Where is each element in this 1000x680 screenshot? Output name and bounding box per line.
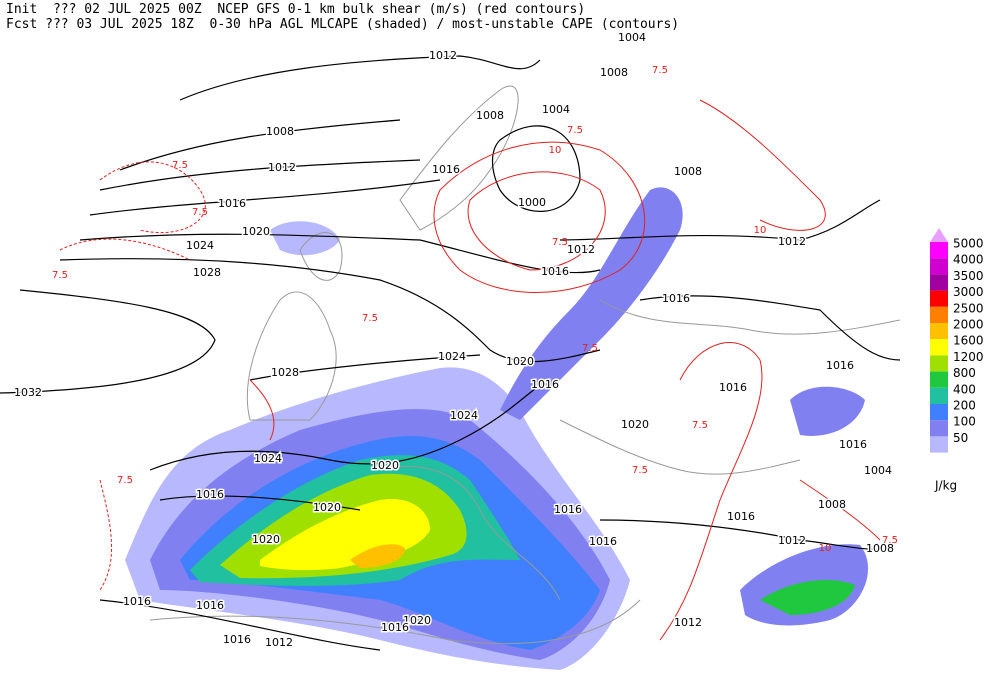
shear-label: 7.5 — [632, 465, 648, 476]
shear-label: 7.5 — [582, 343, 598, 354]
isobar-label: 1032 — [14, 386, 42, 399]
legend-swatch — [930, 323, 948, 340]
isobar-label: 1016 — [839, 438, 867, 451]
legend-label: 4000 — [953, 253, 984, 267]
isobar-label: 1016 — [223, 633, 251, 646]
isobar-label: 1016 — [826, 359, 854, 372]
isobar-label: 1024 — [450, 409, 478, 422]
isobar-label: 1028 — [193, 266, 221, 279]
legend-label: 100 — [953, 415, 976, 429]
isobar-label: 1000 — [518, 196, 546, 209]
isobar-label: 1020 — [506, 355, 534, 368]
legend-unit: J/kg — [934, 479, 957, 493]
isobar-label: 1020 — [621, 418, 649, 431]
coastlines — [149, 85, 901, 645]
legend-label: 800 — [953, 366, 976, 380]
shear-label: 10 — [819, 543, 832, 554]
legend-swatch — [930, 339, 948, 356]
cape-shading — [125, 187, 869, 670]
isobar-label: 1012 — [778, 235, 806, 248]
legend-swatch — [930, 420, 948, 437]
legend-label: 3500 — [953, 269, 984, 283]
shear-label: 7.5 — [362, 313, 378, 324]
isobar-label: 1020 — [242, 225, 270, 238]
legend-label: 2000 — [953, 318, 984, 332]
isobar-label: 1008 — [866, 542, 894, 555]
isobar-label: 1012 — [268, 161, 296, 174]
isobar-label: 1016 — [541, 265, 569, 278]
legend-label: 400 — [953, 382, 976, 396]
shear-label: 7.5 — [882, 535, 898, 546]
isobar-label: 1016 — [381, 621, 409, 634]
isobar-label: 1008 — [674, 165, 702, 178]
isobar-label: 1020 — [252, 533, 280, 546]
shear-label: 7.5 — [692, 420, 708, 431]
isobar-label: 1028 — [271, 366, 299, 379]
isobar-label: 1020 — [313, 501, 341, 514]
legend-swatch — [930, 355, 948, 372]
legend-label: 2500 — [953, 301, 984, 315]
legend-swatch — [930, 404, 948, 421]
isobar-label: 1004 — [864, 464, 892, 477]
isobar-label: 1012 — [429, 49, 457, 62]
shear-label: 7.5 — [552, 237, 568, 248]
shear-label: 7.5 — [652, 65, 668, 76]
isobar-label: 1016 — [727, 510, 755, 523]
isobar-label: 1016 — [554, 503, 582, 516]
legend-swatch — [930, 274, 948, 291]
legend-swatch — [930, 290, 948, 307]
isobar-label: 1024 — [186, 239, 214, 252]
header-line-2: Fcst ??? 03 JUL 2025 18Z 0-30 hPa AGL ML… — [6, 17, 679, 32]
legend-swatch — [930, 258, 948, 275]
isobar-label: 1024 — [438, 350, 466, 363]
isobar-label: 1016 — [589, 535, 617, 548]
legend-label: 5000 — [953, 237, 984, 251]
legend-swatch — [930, 306, 948, 323]
isobar-label: 1008 — [476, 109, 504, 122]
shear-label: 7.5 — [192, 207, 208, 218]
isobar-label: 1016 — [531, 378, 559, 391]
legend-label: 3000 — [953, 285, 984, 299]
isobar-label: 1012 — [778, 534, 806, 547]
isobar-label: 1012 — [265, 636, 293, 649]
isobars — [0, 55, 901, 651]
isobar-label: 1016 — [662, 292, 690, 305]
isobar-label: 1004 — [618, 31, 646, 44]
shear-label: 10 — [549, 145, 562, 156]
colorbar-arrow — [930, 228, 948, 242]
legend-swatch — [930, 387, 948, 404]
isobar-label: 1024 — [254, 452, 282, 465]
legend-label: 200 — [953, 399, 976, 413]
legend-swatch — [930, 371, 948, 388]
isobar-label: 1020 — [371, 459, 399, 472]
colorbar — [930, 228, 948, 453]
isobar-label: 1016 — [196, 488, 224, 501]
shear-label: 7.5 — [117, 475, 133, 486]
shear-contours — [59, 99, 881, 641]
header-line-1: Init ??? 02 JUL 2025 00Z NCEP GFS 0-1 km… — [6, 2, 585, 17]
isobar-label: 1016 — [719, 381, 747, 394]
isobar-label: 1016 — [218, 197, 246, 210]
shear-label: 7.5 — [567, 125, 583, 136]
isobar-label: 1016 — [432, 163, 460, 176]
isobar-label: 1008 — [266, 125, 294, 138]
isobar-label: 1016 — [123, 595, 151, 608]
shear-label: 10 — [754, 225, 767, 236]
isobar-label: 1016 — [196, 599, 224, 612]
isobar-label: 1012 — [674, 616, 702, 629]
isobar-label: 1012 — [567, 243, 595, 256]
isobar-label: 1008 — [600, 66, 628, 79]
legend-swatch — [930, 436, 948, 453]
shear-label: 7.5 — [52, 270, 68, 281]
legend-swatch — [930, 242, 948, 259]
isobar-label: 1020 — [403, 614, 431, 627]
legend-label: 50 — [953, 431, 968, 445]
isobar-label: 1004 — [542, 103, 570, 116]
legend-label: 1200 — [953, 350, 984, 364]
isobar-label: 1008 — [818, 498, 846, 511]
shear-label: 7.5 — [172, 160, 188, 171]
legend-label: 1600 — [953, 334, 984, 348]
